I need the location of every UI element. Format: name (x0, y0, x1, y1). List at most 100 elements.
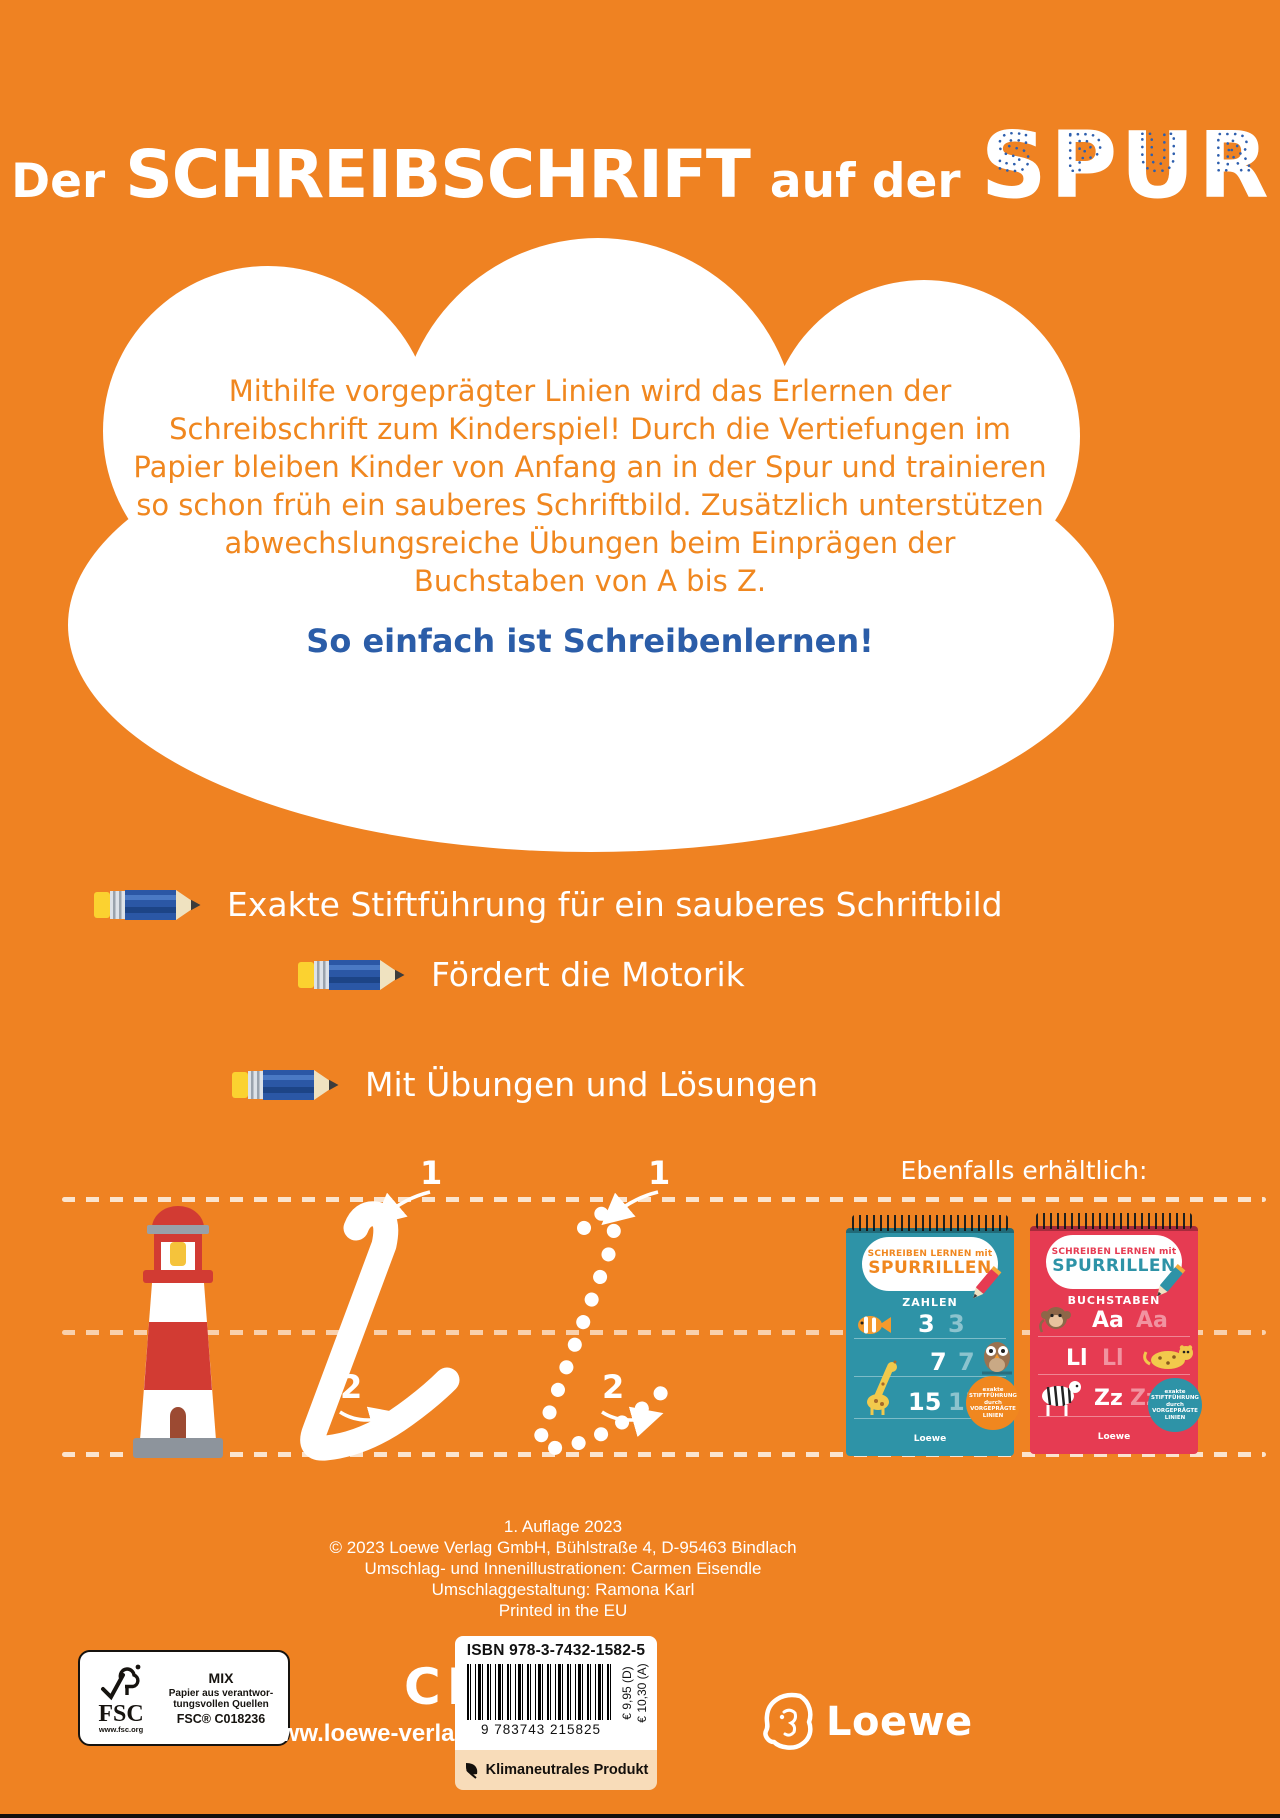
imprint-line: Printed in the EU (498, 1601, 628, 1620)
lighthouse-illustration (133, 1206, 223, 1458)
pencil-icon (232, 1069, 339, 1100)
pencil-icon (1157, 1263, 1186, 1297)
letter-trace-dots: R (1213, 124, 1254, 183)
owl-illustration (982, 1342, 1012, 1375)
fsc-license-code: FSC® C018236 (176, 1712, 266, 1726)
practice-character: Aa (1092, 1308, 1124, 1333)
fsc-desc-line: Papier aus verantwor- (168, 1688, 274, 1699)
practice-character: 3 (918, 1310, 935, 1338)
related-book-buchstaben: SCHREIBEN LERNEN mit SPURRILLEN BUCHSTAB… (1030, 1213, 1202, 1454)
feature-bullet: Exakte Stiftführung für ein sauberes Sch… (93, 885, 1003, 924)
pencil-icon (973, 1265, 1002, 1299)
imprint-line: © 2023 Loewe Verlag GmbH, Bühlstraße 4, … (329, 1538, 797, 1557)
price-germany: € 9,95 (D) (620, 1666, 634, 1720)
dotted-letter-l (533, 1206, 682, 1456)
book-top-edge (1030, 1226, 1198, 1231)
badge-line: exakte (982, 1386, 1004, 1393)
blurb-line: Buchstaben von A bis Z. (413, 564, 767, 598)
badge-line: exakte (1164, 1388, 1186, 1395)
practice-character: Zz (1094, 1386, 1123, 1411)
book-guide-line (854, 1418, 1006, 1419)
isbn-number: ISBN 978-3-7432-1582-5 (466, 1642, 646, 1659)
svg-text:R: R (1214, 124, 1253, 182)
cover-badge: exakte STIFTFÜHRUNG durch VORGEPRÄGTE LI… (1148, 1378, 1202, 1432)
practice-character-traced: 7 (958, 1348, 975, 1376)
book-title-cloud: SCHREIBEN LERNEN mit SPURRILLEN (862, 1237, 1002, 1299)
letter-trace-dots: P (1064, 124, 1103, 183)
feature-bullet-label: Exakte Stiftführung für ein sauberes Sch… (227, 885, 1003, 924)
feature-bullet-label: Mit Übungen und Lösungen (365, 1065, 819, 1104)
book-tagline: SCHREIBEN LERNEN mit (1051, 1247, 1177, 1258)
letter-trace-dots: U (1136, 124, 1179, 183)
feature-bullet: Mit Übungen und Lösungen (231, 1065, 818, 1104)
title-main: SCHREIBSCHRIFT (125, 136, 751, 213)
feature-bullet: Fördert die Motorik (297, 955, 745, 994)
isbn-barcode-label: ISBN 978-3-7432-1582-5 9 783743 215825 €… (455, 1636, 657, 1750)
badge-line: VORGEPRÄGTE (1152, 1408, 1198, 1415)
blurb-line: abwechslungsreiche Übungen beim Einpräge… (224, 526, 956, 560)
book-title-cloud: SCHREIBEN LERNEN mit SPURRILLEN (1046, 1235, 1186, 1297)
imprint-block: 1. Auflage 2023 © 2023 Loewe Verlag GmbH… (0, 1516, 1126, 1621)
barcode (467, 1664, 615, 1720)
book-guide-line (1038, 1374, 1190, 1375)
practice-character: Ll (1066, 1346, 1088, 1371)
book-series-title: SPURRILLEN (868, 1257, 992, 1278)
traced-letter: S S (981, 120, 1047, 212)
barcode-digits: 9 783743 215825 (480, 1722, 602, 1737)
page-title: Der SCHREIBSCHRIFT auf der S S P P U U R… (0, 120, 1280, 214)
imprint-line: Umschlaggestaltung: Ramona Karl (431, 1580, 695, 1599)
badge-line: durch (984, 1399, 1002, 1406)
letter-tracing-demo: 1 2 1 2 (300, 1160, 682, 1461)
title-connector: auf der (769, 154, 961, 209)
book-guide-line (854, 1338, 1006, 1339)
writing-guide-line (62, 1452, 1266, 1457)
fsc-label: FSC www.fsc.org MIX Papier aus verantwor… (78, 1650, 290, 1746)
traced-letter-fill: S (980, 112, 1047, 219)
price-block: € 9,95 (D) € 10,30 (A) (620, 1641, 650, 1745)
blurb-line: Schreibschrift zum Kinderspiel! Durch di… (169, 412, 1011, 446)
publisher-logo-small: Loewe (913, 1434, 947, 1444)
blurb-paragraph: Mithilfe vorgeprägter Linien wird das Er… (90, 372, 1090, 600)
traced-letter-fill: U (1120, 112, 1195, 219)
practice-character: 15 (908, 1388, 942, 1416)
fsc-grade: MIX (208, 1670, 234, 1686)
climate-neutral-text: Klimaneutrales Produkt (485, 1762, 649, 1778)
stroke-arrow (373, 1190, 431, 1226)
svg-text:P: P (1065, 124, 1102, 182)
imprint-line: Umschlag- und Innenillustrationen: Carme… (364, 1559, 762, 1578)
stroke-step-label: 2 (602, 1368, 624, 1406)
also-available-label: Ebenfalls erhältlich: (900, 1156, 1148, 1185)
practice-character-traced: Aa (1136, 1308, 1168, 1333)
spiral-binding (852, 1215, 1008, 1231)
blurb-line: Papier bleiben Kinder von Anfang an in d… (133, 450, 1047, 484)
pencil-icon (94, 889, 201, 920)
book-subtitle: BUCHSTABEN (1067, 1294, 1161, 1307)
climate-neutral-label: Klimaneutrales Produkt (455, 1750, 657, 1790)
spiral-binding (1036, 1213, 1192, 1229)
book-subtitle: ZAHLEN (902, 1296, 958, 1309)
practice-character: 7 (930, 1348, 947, 1376)
cloud-shape (68, 398, 1114, 852)
blurb-line: Mithilfe vorgeprägter Linien wird das Er… (228, 374, 952, 408)
writing-guide-line (62, 1197, 1266, 1202)
fsc-description: Papier aus verantwor- tungsvollen Quelle… (162, 1688, 280, 1710)
letter-trace-dots: S (994, 124, 1033, 183)
publisher-logo: Loewe (760, 1690, 973, 1754)
badge-line: VORGEPRÄGTE (970, 1406, 1016, 1413)
badge-line: STIFTFÜHRUNG (969, 1393, 1017, 1400)
traced-letter-fill: P (1049, 112, 1118, 219)
publisher-name: Loewe (826, 1699, 973, 1745)
writing-guide-line (62, 1330, 1266, 1335)
blurb-highlight: So einfach ist Schreibenlernen! (306, 622, 874, 660)
fsc-url: www.fsc.org (98, 1724, 144, 1734)
feature-bullet-label: Fördert die Motorik (431, 955, 745, 994)
traced-letter-fill: R (1198, 112, 1269, 219)
title-prefix: Der (11, 154, 106, 209)
badge-line: durch (1166, 1401, 1184, 1408)
stroke-step-label: 2 (340, 1368, 362, 1406)
stroke-step-label: 1 (420, 1160, 442, 1192)
related-book-zahlen: SCHREIBEN LERNEN mit SPURRILLEN ZAHLEN 3 (846, 1215, 1020, 1456)
badge-line: LINIEN (982, 1412, 1004, 1419)
book-guide-line (1038, 1416, 1190, 1417)
